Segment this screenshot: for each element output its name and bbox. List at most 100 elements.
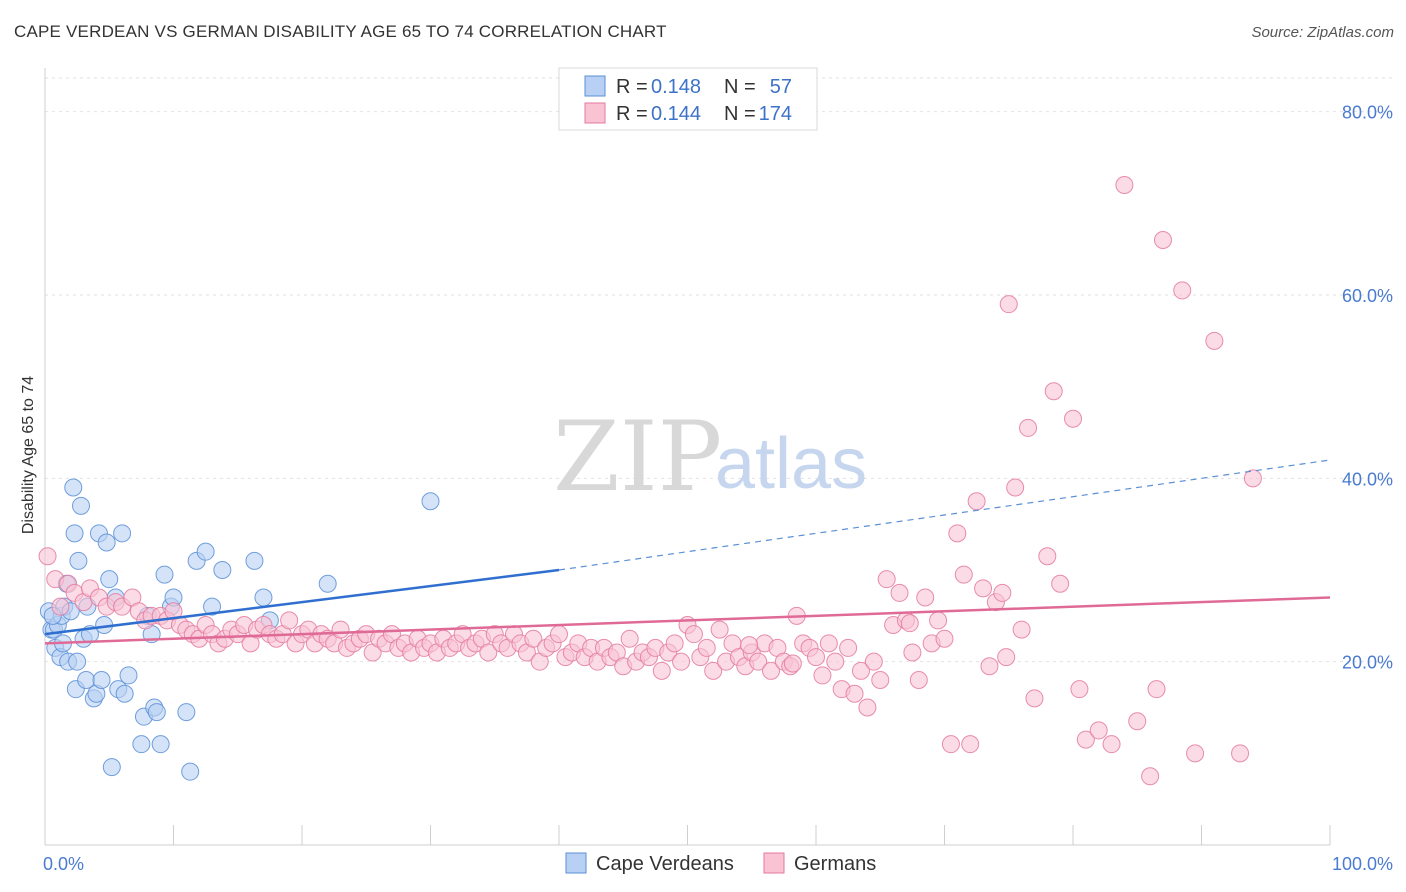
legend-swatch-1	[584, 102, 606, 124]
point-german-158	[1102, 735, 1121, 754]
point-german-66	[479, 643, 498, 662]
series-legend-swatch-0	[565, 852, 587, 874]
point-german-122	[839, 638, 858, 657]
x-tick-labels: 0.0% 100.0%	[43, 854, 1393, 874]
point-cape-verdean-52	[421, 492, 440, 511]
point-german-126	[864, 652, 883, 671]
point-german-173	[1070, 680, 1089, 699]
point-german-172	[997, 648, 1016, 667]
point-cape-verdean-12	[65, 524, 84, 543]
point-german-100	[697, 638, 716, 657]
legend-r-value-0: 0.148	[651, 76, 701, 98]
data-points	[38, 176, 1262, 786]
watermark-atlas: atlas	[715, 424, 867, 504]
point-german-35	[280, 611, 299, 630]
series-legend-label-1: Germans	[794, 853, 876, 875]
point-cape-verdean-45	[196, 542, 215, 561]
watermark-zip: ZIP	[553, 401, 722, 513]
x-tick-label-1: 100.0%	[1332, 854, 1393, 874]
y-tick-labels: 20.0% 40.0% 60.0% 80.0%	[1342, 103, 1393, 673]
point-cape-verdean-43	[181, 762, 200, 781]
point-german-139	[948, 524, 967, 543]
point-german-128	[877, 570, 896, 589]
point-cape-verdean-51	[318, 574, 337, 593]
point-german-157	[1089, 721, 1108, 740]
watermark: ZIP atlas	[553, 401, 867, 513]
point-german-159	[1115, 176, 1134, 194]
point-german-162	[1147, 680, 1166, 699]
point-german-149	[1012, 620, 1031, 639]
point-german-108	[749, 652, 768, 671]
point-german-155	[1064, 409, 1082, 428]
point-german-167	[1231, 744, 1250, 763]
point-cape-verdean-47	[213, 561, 232, 579]
point-cape-verdean-26	[102, 758, 121, 777]
legend-swatch-0	[584, 75, 606, 97]
point-german-136	[929, 611, 948, 630]
series-legend-label-0: Cape Verdeans	[596, 853, 734, 875]
point-german-152	[1038, 547, 1057, 566]
point-german-154	[1051, 574, 1070, 593]
point-cape-verdean-38	[151, 735, 170, 754]
point-cape-verdean-29	[113, 524, 132, 543]
point-german-164	[1173, 281, 1192, 300]
point-german-95	[665, 634, 684, 653]
point-cape-verdean-39	[155, 565, 174, 584]
point-german-143	[974, 579, 993, 598]
point-german-102	[710, 620, 729, 639]
legend-n-value-0: 57	[770, 76, 792, 98]
point-german-163	[1153, 231, 1172, 249]
point-german-127	[871, 671, 890, 689]
point-german-93	[652, 661, 671, 680]
point-cape-verdean-15	[71, 496, 90, 515]
point-german-132	[903, 643, 922, 662]
point-german-148	[1006, 478, 1025, 497]
series-legend: Cape Verdeans Germans	[565, 852, 876, 875]
point-german-161	[1141, 767, 1160, 786]
legend-n-value-1: 174	[759, 103, 792, 125]
point-german-124	[851, 661, 870, 680]
point-cape-verdean-49	[254, 588, 273, 607]
point-cape-verdean-22	[92, 671, 111, 689]
point-german-153	[1044, 382, 1063, 401]
grid-lines	[45, 77, 1392, 663]
point-german-88	[620, 629, 639, 648]
legend-n-label-0: N =	[724, 76, 756, 98]
point-german-166	[1205, 331, 1224, 350]
point-german-168	[1243, 469, 1262, 488]
point-german-142	[967, 492, 986, 511]
point-german-156	[1076, 730, 1095, 749]
point-cape-verdean-14	[69, 551, 88, 570]
point-german-165	[1186, 744, 1205, 763]
trend-lines	[44, 459, 1331, 645]
point-german-98	[684, 625, 703, 644]
source-label: Source: ZipAtlas.com	[1251, 24, 1394, 41]
point-cape-verdean-48	[245, 551, 264, 570]
point-german-151	[1025, 689, 1044, 708]
point-german-160	[1128, 712, 1147, 731]
point-german-169	[900, 614, 919, 633]
y-tick-label-3: 80.0%	[1342, 103, 1393, 123]
point-german-101	[704, 661, 723, 680]
point-german-110	[762, 661, 781, 680]
point-german-170	[783, 654, 802, 673]
legend-r-label-0: R =	[616, 76, 648, 98]
point-cape-verdean-55	[68, 652, 87, 671]
legend-n-label-1: N =	[724, 103, 756, 125]
point-german-117	[807, 648, 825, 667]
point-cape-verdean-30	[115, 684, 134, 703]
point-cape-verdean-37	[147, 703, 166, 722]
point-german-118	[813, 666, 832, 685]
point-german-96	[672, 652, 691, 671]
point-german-119	[819, 634, 838, 653]
point-german-130	[890, 583, 909, 602]
point-german-171	[740, 636, 759, 655]
point-german-123	[845, 684, 864, 703]
series-legend-swatch-1	[763, 852, 785, 874]
point-german-73	[524, 629, 543, 648]
point-cape-verdean-25	[100, 570, 119, 589]
point-cape-verdean-24	[97, 533, 116, 552]
chart-title: CAPE VERDEAN VS GERMAN DISABILITY AGE 65…	[14, 22, 667, 41]
point-german-144	[980, 657, 999, 676]
